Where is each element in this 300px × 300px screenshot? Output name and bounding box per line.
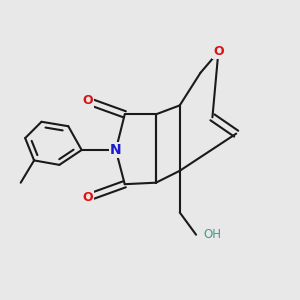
Text: OH: OH (203, 228, 221, 241)
Text: O: O (213, 45, 224, 58)
Text: O: O (82, 191, 93, 204)
Text: O: O (82, 94, 93, 107)
Text: N: N (110, 143, 122, 157)
